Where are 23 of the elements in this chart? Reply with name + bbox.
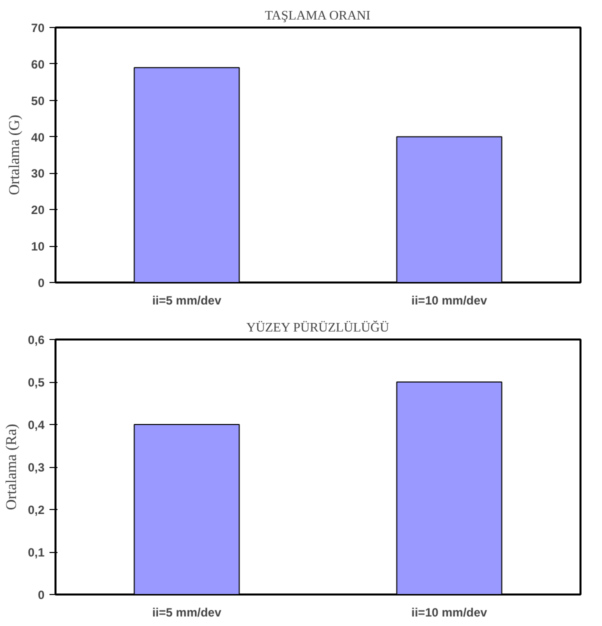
y-tick-label: 0 (38, 276, 45, 290)
x-tick-label: ii=5 mm/dev (152, 294, 222, 308)
chart-title: TAŞLAMA ORANI (264, 8, 370, 22)
y-tick-label: 0,1 (28, 546, 45, 560)
x-tick-label: ii=10 mm/dev (411, 606, 488, 620)
chart-title: YÜZEY PÜRÜZLÜLÜĞÜ (246, 320, 390, 334)
y-tick-label: 0,5 (28, 376, 45, 390)
y-tick-label: 0,4 (28, 418, 45, 432)
y-tick-label: 0 (38, 588, 45, 602)
y-tick-label: 20 (31, 203, 45, 218)
x-tick-label: ii=10 mm/dev (411, 294, 488, 308)
y-tick-label: 40 (31, 130, 45, 144)
y-tick-label: 70 (31, 21, 45, 35)
y-tick-label: 50 (31, 94, 45, 108)
x-tick-label: ii=5 mm/dev (152, 606, 222, 620)
y-tick-label: 0,2 (28, 503, 45, 517)
y-tick-label: 30 (31, 166, 45, 181)
y-tick-label: 0,6 (28, 333, 45, 347)
y-tick-label: 0,3 (28, 460, 45, 474)
y-axis-title: Ortalama (Ra) (4, 424, 20, 510)
y-tick-label: 10 (31, 240, 45, 254)
y-axis-title: Ortalama (G) (7, 114, 24, 196)
y-tick-label: 60 (31, 57, 45, 72)
